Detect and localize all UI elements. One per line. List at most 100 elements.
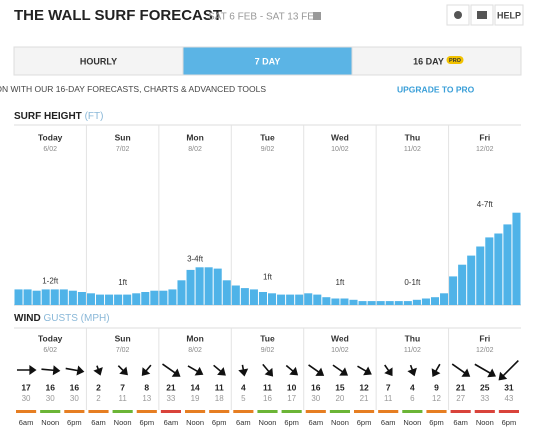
surf-bar	[349, 299, 358, 305]
wind-arrow	[93, 365, 103, 376]
wind-arrow	[384, 364, 393, 377]
wind-speed: 9	[434, 382, 439, 392]
pro-badge-label: PRO	[449, 58, 462, 64]
surf-bar	[367, 301, 376, 305]
surf-bar	[295, 294, 304, 305]
surf-bar	[105, 294, 114, 305]
wind-arrow	[41, 365, 61, 376]
wind-speed: 21	[456, 382, 466, 392]
wind-arrow	[162, 363, 181, 377]
tab[interactable]	[13, 46, 184, 76]
surf-label: 3-4ft	[187, 254, 204, 263]
surf-bar	[150, 290, 159, 305]
surf-bar	[268, 293, 277, 305]
tab[interactable]	[182, 46, 353, 76]
day-name: Fri	[479, 132, 490, 142]
wind-arrow	[117, 365, 128, 376]
wind-gust: 17	[287, 394, 296, 403]
wind-arrow	[285, 364, 299, 376]
time-label: 6pm	[357, 418, 372, 427]
surf-bar	[132, 293, 141, 305]
surf-bar	[195, 267, 204, 305]
rating-strip	[136, 410, 157, 413]
rating-strip	[354, 410, 375, 413]
rating-strip	[281, 410, 302, 413]
wind-speed: 8	[144, 382, 149, 392]
surf-bar	[59, 289, 68, 305]
wind-arrow	[238, 364, 249, 377]
rating-strip	[185, 410, 206, 413]
surf-bar	[186, 269, 195, 305]
arrow-shape	[238, 364, 249, 377]
surf-bar	[249, 289, 258, 305]
arrow-shape	[162, 363, 181, 377]
wind-gust: 5	[241, 394, 246, 403]
day-date: 7/02	[116, 347, 130, 354]
rating-strip	[329, 410, 350, 413]
help-button[interactable]	[494, 4, 524, 26]
surf-bar	[358, 301, 367, 305]
title: THE WALL SURF FORECAST	[14, 7, 222, 24]
day-date: 9/02	[261, 347, 275, 354]
day-name: Wed	[331, 132, 349, 142]
wind-arrow	[498, 360, 519, 381]
wind-arrow	[262, 363, 274, 377]
day-name: Fri	[479, 333, 490, 343]
rating-strip	[88, 410, 109, 413]
surf-label: 0-1ft	[404, 278, 421, 287]
surf-label: 1ft	[263, 273, 273, 282]
time-label: 6am	[453, 418, 468, 427]
surf-bar	[385, 301, 394, 305]
day-date: 10/02	[331, 347, 349, 354]
wind-arrow	[474, 363, 496, 378]
surf-bar	[240, 288, 249, 305]
wind-gust: 20	[335, 394, 344, 403]
wind-gust: 18	[215, 394, 224, 403]
arrow-shape	[474, 363, 496, 378]
pro-badge	[446, 56, 464, 64]
day-date: 11/02	[404, 347, 421, 354]
time-label: 6am	[19, 418, 34, 427]
tab[interactable]	[351, 46, 522, 76]
wind-gust: 30	[22, 394, 31, 403]
wind-speed: 25	[480, 382, 490, 392]
rating-strip	[305, 410, 326, 413]
wind-arrow	[451, 363, 471, 377]
time-label: 6pm	[429, 418, 444, 427]
wind-speed: 4	[410, 382, 415, 392]
day-date: 8/02	[188, 347, 202, 354]
time-label: Noon	[186, 418, 204, 427]
wind-speed: 21	[166, 382, 176, 392]
rating-strip	[16, 410, 37, 413]
wind-speed: 10	[287, 382, 297, 392]
dates: SAT 6 FEB - SAT 13 FEB	[208, 12, 321, 23]
day-date: 10/02	[331, 146, 349, 153]
arrow-shape	[308, 364, 325, 376]
arrow-shape	[431, 363, 441, 378]
wind-gust: 30	[46, 394, 55, 403]
arrow-shape	[41, 365, 61, 376]
time-label: Noon	[114, 418, 132, 427]
wind-title-text: WIND	[14, 313, 41, 324]
wind-arrow	[141, 364, 152, 376]
calendar-icon[interactable]	[313, 12, 321, 20]
wind-gust: 6	[410, 394, 415, 403]
wind-speed: 15	[335, 382, 345, 392]
surf-bar	[177, 280, 186, 305]
arrow-shape	[498, 360, 519, 381]
arrow-shape	[117, 365, 128, 376]
time-label: Noon	[403, 418, 421, 427]
wind-speed: 7	[386, 382, 391, 392]
gear-icon	[454, 11, 462, 19]
rating-strip	[498, 410, 519, 413]
surf-bar	[258, 292, 267, 305]
time-label: 6pm	[502, 418, 517, 427]
wind-speed: 11	[215, 382, 224, 392]
surf-bar	[512, 212, 521, 305]
wind-gust: 21	[360, 394, 369, 403]
surf-bar	[412, 299, 421, 305]
wind-arrow	[332, 364, 349, 376]
upgrade-link[interactable]: UPGRADE TO PRO	[397, 84, 475, 94]
surf-bar	[440, 293, 449, 305]
wind-arrow	[431, 363, 441, 378]
